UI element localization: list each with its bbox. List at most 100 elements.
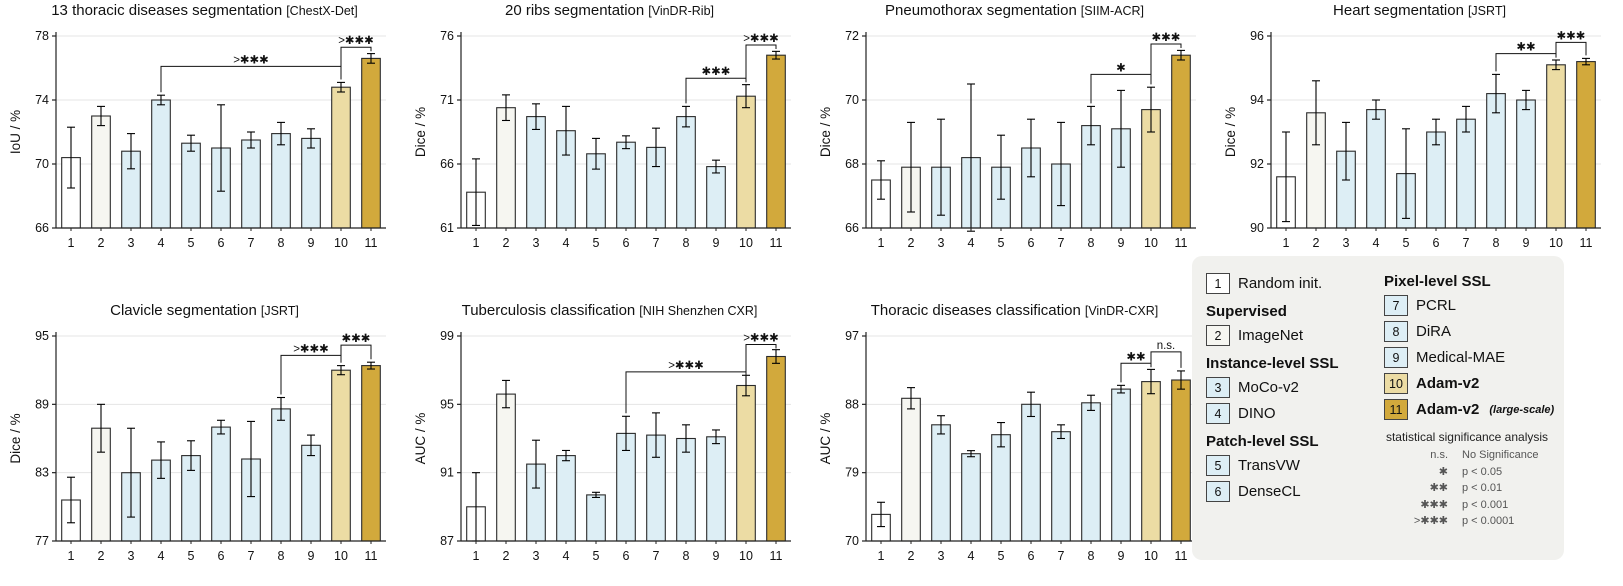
svg-text:83: 83 — [35, 466, 49, 480]
significance-label: >✱✱✱ — [668, 360, 704, 372]
bar-2 — [496, 393, 516, 542]
bar-8 — [676, 437, 696, 542]
svg-text:7: 7 — [653, 236, 660, 250]
svg-text:94: 94 — [1250, 93, 1264, 107]
significance-legend: statistical significance analysis n.s. N… — [1384, 430, 1550, 530]
legend-header-supervised: Supervised — [1206, 303, 1287, 320]
significance-symbol: n.s. — [1430, 449, 1448, 461]
svg-text:8: 8 — [683, 236, 690, 250]
svg-text:1: 1 — [473, 549, 480, 563]
bar-plot: 87 91 95 99 1 2 3 4 5 6 7 8 9 10 11 AUC / % >✱✱✱ >✱✱✱ — [411, 322, 808, 572]
significance-row-2star: ✱✱ p < 0.01 — [1384, 480, 1550, 497]
svg-text:1: 1 — [878, 549, 885, 563]
svg-text:7: 7 — [248, 549, 255, 563]
bar-3 — [526, 116, 546, 229]
legend-column-right: Pixel-level SSL 7 PCRL 8 DiRA 9 Medical-… — [1384, 268, 1554, 548]
chart-title-dataset: [VinDR-CXR] — [1084, 304, 1159, 318]
svg-text:10: 10 — [334, 236, 348, 250]
svg-text:4: 4 — [158, 549, 165, 563]
legend-label: DiRA — [1416, 323, 1452, 340]
svg-text:9: 9 — [1118, 549, 1125, 563]
significance-label: >✱✱✱ — [743, 333, 779, 345]
legend-numbox-6: 6 — [1206, 481, 1230, 502]
svg-text:5: 5 — [1403, 236, 1410, 250]
chart-title: Thoracic diseases classification [VinDR-C… — [816, 300, 1213, 322]
legend-label-suffix: (large-scale) — [1489, 403, 1555, 416]
significance-label: >✱✱✱ — [338, 35, 374, 47]
svg-text:2: 2 — [98, 549, 105, 563]
bar-11 — [1171, 54, 1191, 229]
bar-7 — [1456, 118, 1476, 229]
legend-item-medical-mae: 9 Medical-MAE — [1384, 347, 1550, 368]
chart-title-dataset: [NIH Shenzhen CXR] — [639, 304, 758, 318]
significance-bracket — [625, 371, 747, 414]
bar-2 — [496, 107, 516, 229]
bar-9 — [1516, 99, 1536, 229]
legend-numbox-7: 7 — [1384, 295, 1408, 316]
svg-text:Dice / %: Dice / % — [413, 107, 428, 157]
legend-label: ImageNet — [1238, 327, 1304, 344]
svg-text:6: 6 — [1433, 236, 1440, 250]
svg-text:6: 6 — [623, 549, 630, 563]
legend-numbox-10: 10 — [1384, 373, 1408, 394]
bar-11 — [361, 365, 381, 542]
legend-item-dino: 4 DINO — [1206, 403, 1372, 424]
chart-title-main: Heart segmentation — [1333, 2, 1464, 19]
bar-8 — [676, 116, 696, 229]
bar-10 — [331, 86, 351, 229]
significance-pvalue: p < 0.0001 — [1462, 515, 1515, 527]
chart-title: 20 ribs segmentation [VinDR-Rib] — [411, 0, 808, 22]
significance-label: ✱✱ — [1516, 42, 1536, 54]
bar-9 — [301, 444, 321, 542]
svg-text:6: 6 — [1028, 236, 1035, 250]
chart-chestx-det: 13 thoracic diseases segmentation [ChestX… — [6, 0, 403, 259]
significance-bracket — [340, 344, 372, 363]
svg-text:10: 10 — [739, 549, 753, 563]
svg-text:61: 61 — [440, 221, 454, 235]
bar-3 — [931, 424, 951, 542]
svg-text:1: 1 — [878, 236, 885, 250]
svg-text:92: 92 — [1250, 157, 1264, 171]
bar-8 — [1486, 93, 1506, 229]
svg-text:Dice / %: Dice / % — [1223, 107, 1238, 157]
legend-column-left: 1 Random init. Supervised 2 ImageNet Ins… — [1206, 268, 1372, 548]
svg-text:5: 5 — [593, 236, 600, 250]
bar-10 — [736, 95, 756, 229]
bar-11 — [766, 54, 786, 229]
bar-11 — [766, 355, 786, 542]
chart-title-main: Pneumothorax segmentation — [885, 2, 1077, 19]
bar-4 — [556, 455, 576, 542]
significance-bracket — [1120, 362, 1152, 383]
svg-text:7: 7 — [1058, 236, 1065, 250]
svg-text:11: 11 — [770, 236, 783, 250]
bar-6 — [1021, 403, 1041, 542]
bar-9 — [301, 137, 321, 229]
bar-4 — [1366, 109, 1386, 229]
bar-6 — [616, 141, 636, 229]
legend-numbox-8: 8 — [1384, 321, 1408, 342]
significance-bracket — [1555, 41, 1587, 57]
svg-text:10: 10 — [1549, 236, 1563, 250]
chart-title-main: Thoracic diseases classification — [870, 302, 1081, 319]
significance-symbol: ✱✱✱ — [1420, 498, 1448, 511]
bar-5 — [586, 494, 606, 542]
svg-text:95: 95 — [440, 397, 454, 411]
bar-chart-svg: 70 79 88 97 1 2 3 4 5 6 7 8 9 10 11 AUC / % ✱✱ n.s. — [818, 329, 1196, 563]
legend-item-densecl: 6 DenseCL — [1206, 481, 1372, 502]
svg-text:9: 9 — [1118, 236, 1125, 250]
svg-text:5: 5 — [998, 549, 1005, 563]
svg-text:87: 87 — [440, 534, 454, 548]
significance-pvalue: p < 0.001 — [1462, 498, 1509, 511]
chart-jsrt-heart: Heart segmentation [JSRT] 90 92 94 96 1 2 3 4 5 6 7… — [1221, 0, 1618, 259]
svg-text:6: 6 — [1028, 549, 1035, 563]
chart-title: Tuberculosis classification [NIH Shenzhen… — [411, 300, 808, 322]
bar-9 — [706, 436, 726, 542]
legend-numbox-11: 11 — [1384, 399, 1408, 420]
chart-vindr-rib: 20 ribs segmentation [VinDR-Rib] 61 66 71 76… — [411, 0, 808, 259]
legend-panel: 1 Random init. Supervised 2 ImageNet Ins… — [1192, 256, 1564, 560]
legend-item-dira: 8 DiRA — [1384, 321, 1550, 342]
svg-text:76: 76 — [440, 29, 454, 43]
legend-label: MoCo-v2 — [1238, 379, 1299, 396]
